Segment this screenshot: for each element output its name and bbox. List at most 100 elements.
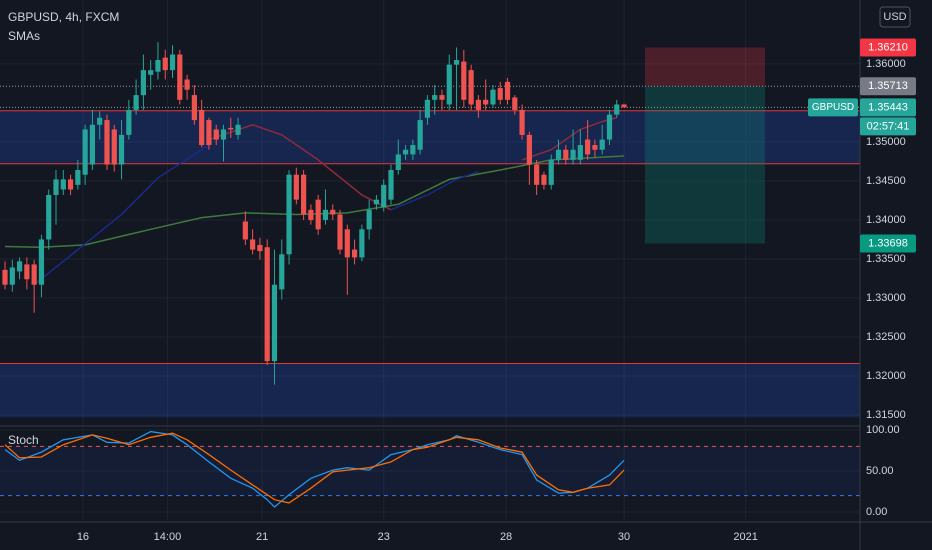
candle-body: [592, 145, 598, 150]
price-badge-label: 1.36210: [868, 41, 908, 53]
candle-body: [555, 149, 562, 160]
candle-body: [67, 179, 74, 190]
candle-body: [337, 214, 343, 250]
candle-body: [250, 239, 256, 250]
candle-body: [548, 159, 554, 185]
candle-body: [24, 264, 30, 280]
price-badge: [860, 234, 916, 253]
candle-body: [475, 99, 481, 110]
symbol-badge: [808, 98, 858, 117]
candle-body: [526, 134, 532, 165]
candle-body: [395, 154, 401, 171]
y-tick-label: 1.32500: [866, 331, 906, 343]
candle-body: [534, 164, 540, 185]
x-tick-label: 2021: [733, 531, 757, 543]
y-tick-label: 1.32000: [866, 370, 906, 382]
candle-body: [322, 209, 329, 220]
y-tick-label: 0.00: [866, 506, 887, 518]
candle-body: [410, 145, 416, 155]
candle-body: [16, 261, 23, 272]
candle-body: [424, 99, 431, 118]
chart-title: GBPUSD, 4h, FXCM: [8, 10, 119, 24]
level-band: [0, 446, 860, 496]
candle-body: [402, 149, 409, 155]
candle-body: [162, 57, 168, 71]
candle-body: [446, 64, 452, 105]
candle-body: [599, 139, 605, 150]
candle-body: [235, 124, 241, 135]
candle-body: [206, 120, 212, 146]
candle-body: [351, 249, 358, 258]
candle-body: [75, 170, 81, 185]
y-tick-label: 1.33000: [866, 292, 906, 304]
indicator-label: Stoch: [8, 433, 39, 447]
candle-body: [512, 97, 518, 110]
line: [33, 144, 479, 286]
candle-body: [271, 284, 278, 362]
x-tick-label: 14:00: [154, 531, 182, 543]
candle-body: [388, 170, 394, 200]
candle-body: [104, 120, 110, 165]
y-tick-label: 1.31500: [866, 409, 906, 421]
candle-body: [60, 179, 66, 190]
candle-body: [308, 209, 314, 220]
candle-body: [504, 81, 511, 100]
candle-body: [140, 70, 146, 96]
x-tick-label: 16: [77, 531, 89, 543]
candle-body: [9, 267, 15, 285]
candle-body: [497, 88, 503, 100]
y-tick-label: 1.33500: [866, 253, 906, 265]
candle-body: [148, 70, 154, 75]
y-tick-label: 1.34500: [866, 175, 906, 187]
candle-body: [381, 184, 387, 208]
candle-body: [301, 174, 307, 215]
candle-body: [97, 117, 103, 125]
target-zone: [645, 86, 765, 244]
countdown-badge: [860, 117, 916, 136]
candle-body: [82, 129, 88, 175]
currency[interactable]: USD: [883, 11, 906, 23]
candle-body: [53, 179, 59, 195]
candle-body: [242, 221, 248, 240]
candle-body: [344, 229, 350, 258]
candle-body: [577, 145, 583, 160]
candle-body: [293, 174, 299, 200]
candle-body: [570, 149, 576, 160]
x-tick-label: 23: [378, 531, 390, 543]
candle-body: [490, 89, 496, 105]
candle-body: [38, 239, 45, 285]
candle-body: [541, 174, 547, 185]
candle-body: [453, 60, 460, 65]
candle-body: [366, 209, 372, 230]
symbol: GBPUSD: [812, 102, 854, 113]
candle-body: [468, 70, 474, 105]
candle-body: [169, 54, 176, 71]
candle-body: [563, 149, 569, 160]
indicator-label: SMAs: [8, 29, 40, 43]
candle-body: [264, 247, 270, 362]
currency-button[interactable]: [879, 6, 911, 28]
candle-body: [373, 199, 380, 205]
candle-body: [432, 95, 438, 100]
price-badge: [860, 77, 916, 96]
y-tick-label: 1.35000: [866, 136, 906, 148]
x-tick-label: 30: [618, 531, 630, 543]
candle-body: [279, 254, 285, 290]
candle-body: [614, 104, 620, 115]
candle-body: [519, 109, 525, 135]
zone: [0, 363, 860, 418]
price-badge-label: 1.35443: [868, 101, 908, 113]
candle-body: [184, 79, 190, 90]
candle-body: [155, 60, 161, 72]
candle-body: [315, 199, 321, 230]
price-badge: [860, 38, 916, 57]
candle-body: [621, 104, 627, 108]
candle-body: [417, 120, 423, 150]
plot: [0, 0, 860, 520]
candle-body: [46, 194, 52, 240]
candle-body: [199, 109, 205, 146]
candle-body: [461, 61, 467, 100]
y-tick-label: 1.36000: [866, 58, 906, 70]
candle-body: [286, 174, 292, 255]
candle-body: [2, 269, 8, 285]
